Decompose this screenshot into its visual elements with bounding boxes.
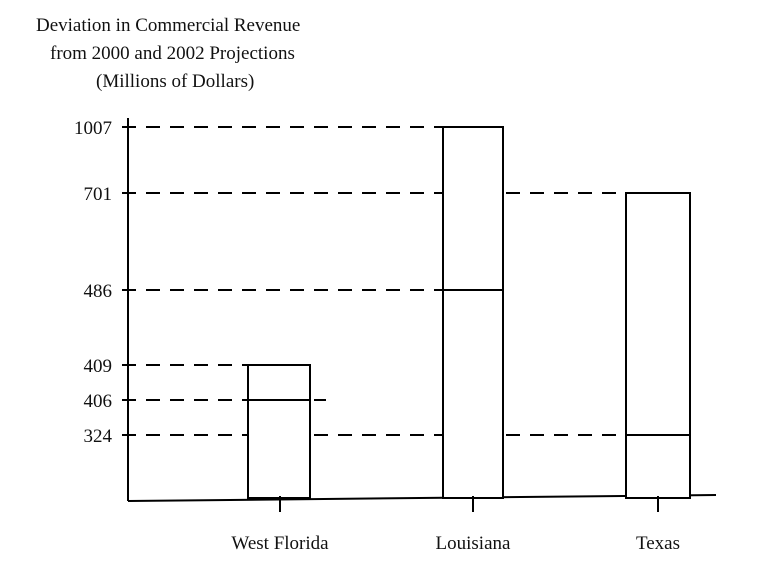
bars	[247, 126, 691, 499]
category-label-texas: Texas	[636, 533, 680, 554]
category-label-west-florida: West Florida	[231, 533, 329, 554]
y-tick-label-324: 324	[84, 426, 113, 447]
y-tick-label-1007: 1007	[74, 118, 112, 139]
y-tick-labels: 1007 701 486 409 406 324	[74, 118, 113, 447]
y-tick-label-409: 409	[84, 356, 113, 377]
bar-west-florida	[247, 364, 311, 499]
bar-louisiana	[442, 126, 504, 499]
category-label-louisiana: Louisiana	[436, 533, 511, 554]
y-tick-label-701: 701	[84, 184, 113, 205]
bar-texas	[625, 192, 691, 499]
chart-title-line-2: from 2000 and 2002 Projections	[50, 43, 295, 64]
chart-title-line-3: (Millions of Dollars)	[96, 71, 255, 92]
category-labels: West Florida Louisiana Texas	[231, 496, 680, 554]
reference-lines	[122, 126, 626, 436]
y-tick-label-406: 406	[84, 391, 113, 412]
y-tick-label-486: 486	[84, 281, 113, 302]
x-axis-line	[127, 494, 717, 502]
chart-title-line-1: Deviation in Commercial Revenue	[36, 15, 301, 36]
